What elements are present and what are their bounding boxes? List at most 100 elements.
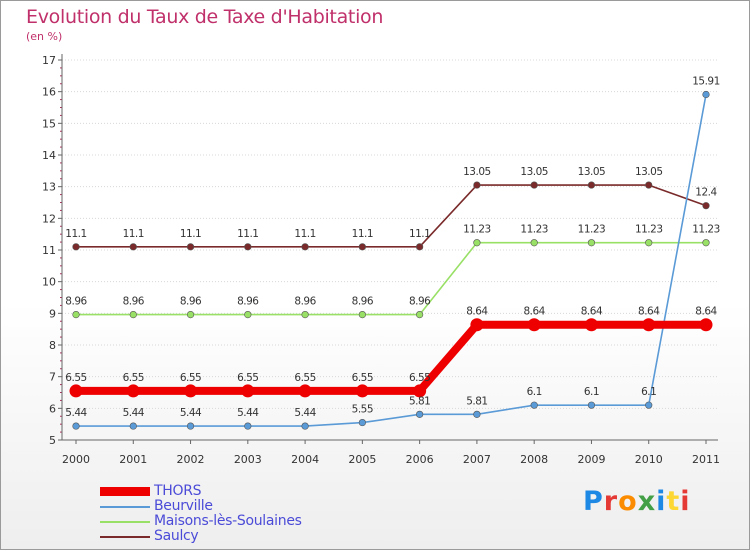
data-point-saulcy <box>129 243 137 251</box>
data-label-saulcy: 11.1 <box>237 228 258 240</box>
data-point-beurville <box>645 401 653 409</box>
data-label-thors: 6.55 <box>409 372 430 384</box>
x-tick-label: 2000 <box>62 453 90 466</box>
data-label-beurville: 5.81 <box>466 395 487 407</box>
axes: 5 6 7 8 9 10 11 12 13 14 15 16 17 2000 2001 2002 2003 200… <box>42 54 720 466</box>
y-tick-label: 7 <box>49 371 56 384</box>
data-labels: 11.1 11.1 11.1 11.1 11.1 11.1 11.1 13.05 13.05 13… <box>65 76 720 420</box>
data-label-saulcy: 11.1 <box>65 228 86 240</box>
logo-letter: r <box>603 486 619 517</box>
data-label-maisons-l-s-soulaines: 8.96 <box>123 296 145 308</box>
data-label-thors: 6.55 <box>65 372 86 384</box>
logo-letter: P <box>583 486 604 517</box>
x-tick-label: 2001 <box>119 453 147 466</box>
legend-label: Maisons-lès-Soulaines <box>154 513 302 529</box>
x-tick-label: 2005 <box>348 453 376 466</box>
data-point-thors <box>184 384 198 398</box>
data-label-saulcy: 11.1 <box>352 228 373 240</box>
data-point-maisons-l-s-soulaines <box>530 239 538 247</box>
data-label-saulcy: 13.05 <box>578 166 606 178</box>
data-point-beurville <box>186 422 195 430</box>
data-label-beurville: 5.44 <box>237 407 259 419</box>
data-point-saulcy <box>587 181 596 189</box>
data-point-saulcy <box>473 181 481 189</box>
legend-label: THORS <box>154 483 202 499</box>
data-label-thors: 6.55 <box>123 372 144 384</box>
data-point-thors <box>355 384 369 398</box>
data-point-beurville <box>72 422 80 430</box>
x-tick-label: 2008 <box>520 453 548 466</box>
data-point-maisons-l-s-soulaines <box>301 311 309 319</box>
data-label-thors: 6.55 <box>237 372 258 384</box>
data-point-saulcy <box>72 243 80 251</box>
y-tick-label: 5 <box>49 434 56 447</box>
data-point-thors <box>241 384 255 398</box>
data-label-maisons-l-s-soulaines: 8.96 <box>65 296 87 308</box>
x-tick-label: 2003 <box>234 453 262 466</box>
x-tick-label: 2010 <box>635 453 663 466</box>
series-line-thors <box>76 320 706 395</box>
data-point-beurville <box>530 401 538 409</box>
legend-swatch <box>100 506 150 508</box>
x-tick-label: 2004 <box>291 453 319 466</box>
y-tick-label: 14 <box>42 149 56 162</box>
data-label-thors: 8.64 <box>638 306 660 318</box>
data-label-maisons-l-s-soulaines: 8.96 <box>352 296 374 308</box>
data-label-maisons-l-s-soulaines: 8.96 <box>237 296 259 308</box>
data-label-maisons-l-s-soulaines: 11.23 <box>520 224 548 236</box>
data-point-saulcy <box>186 243 195 251</box>
data-label-maisons-l-s-soulaines: 8.96 <box>409 296 431 308</box>
data-point-saulcy <box>358 243 366 251</box>
data-label-beurville: 5.44 <box>123 407 145 419</box>
data-label-thors: 8.64 <box>695 306 717 318</box>
data-point-maisons-l-s-soulaines <box>587 239 596 247</box>
data-label-saulcy: 13.05 <box>635 166 663 178</box>
data-point-maisons-l-s-soulaines <box>358 311 366 319</box>
data-point-maisons-l-s-soulaines <box>186 311 195 319</box>
data-point-maisons-l-s-soulaines <box>645 239 653 247</box>
y-tick-label: 17 <box>42 54 56 67</box>
legend-swatch <box>100 536 150 538</box>
legend-swatch <box>100 521 150 523</box>
y-tick-label: 15 <box>42 117 56 130</box>
data-label-maisons-l-s-soulaines: 11.23 <box>463 224 491 236</box>
data-point-beurville <box>129 422 137 430</box>
data-label-saulcy: 13.05 <box>463 166 491 178</box>
y-tick-label: 16 <box>42 86 56 99</box>
data-point-thors <box>584 318 598 332</box>
data-label-maisons-l-s-soulaines: 8.96 <box>180 296 202 308</box>
data-point-saulcy <box>645 181 653 189</box>
data-point-maisons-l-s-soulaines <box>72 311 80 319</box>
data-point-thors <box>642 318 656 332</box>
data-label-thors: 8.64 <box>523 306 545 318</box>
data-label-saulcy: 11.1 <box>123 228 144 240</box>
data-point-maisons-l-s-soulaines <box>702 239 710 247</box>
data-point-thors <box>413 384 427 398</box>
data-point-thors <box>699 318 713 332</box>
data-point-thors <box>470 318 484 332</box>
data-label-beurville: 5.55 <box>352 404 373 416</box>
data-point-beurville <box>358 418 366 427</box>
data-point-saulcy <box>702 202 710 210</box>
y-tick-label: 9 <box>49 307 56 320</box>
series-line-saulcy <box>76 184 707 248</box>
data-point-saulcy <box>530 181 538 189</box>
data-label-maisons-l-s-soulaines: 11.23 <box>635 224 663 236</box>
x-tick-label: 2007 <box>463 453 491 466</box>
data-point-thors <box>69 384 83 398</box>
x-tick-label: 2011 <box>692 453 720 466</box>
data-label-thors: 8.64 <box>466 306 488 318</box>
logo-letter: i <box>656 486 667 517</box>
chart-title: Evolution du Taux de Taxe d'Habitation <box>26 6 384 28</box>
data-point-beurville <box>473 410 481 418</box>
data-point-saulcy <box>301 243 309 251</box>
data-label-beurville: 6.1 <box>584 386 599 398</box>
data-point-saulcy <box>416 243 424 251</box>
data-label-thors: 6.55 <box>294 372 315 384</box>
data-point-thors <box>126 384 140 398</box>
series-line-beurville <box>76 94 707 427</box>
logo-letter: x <box>637 486 657 517</box>
x-tick-label: 2009 <box>577 453 605 466</box>
logo-letter: t <box>666 486 681 517</box>
data-point-beurville <box>587 401 596 409</box>
